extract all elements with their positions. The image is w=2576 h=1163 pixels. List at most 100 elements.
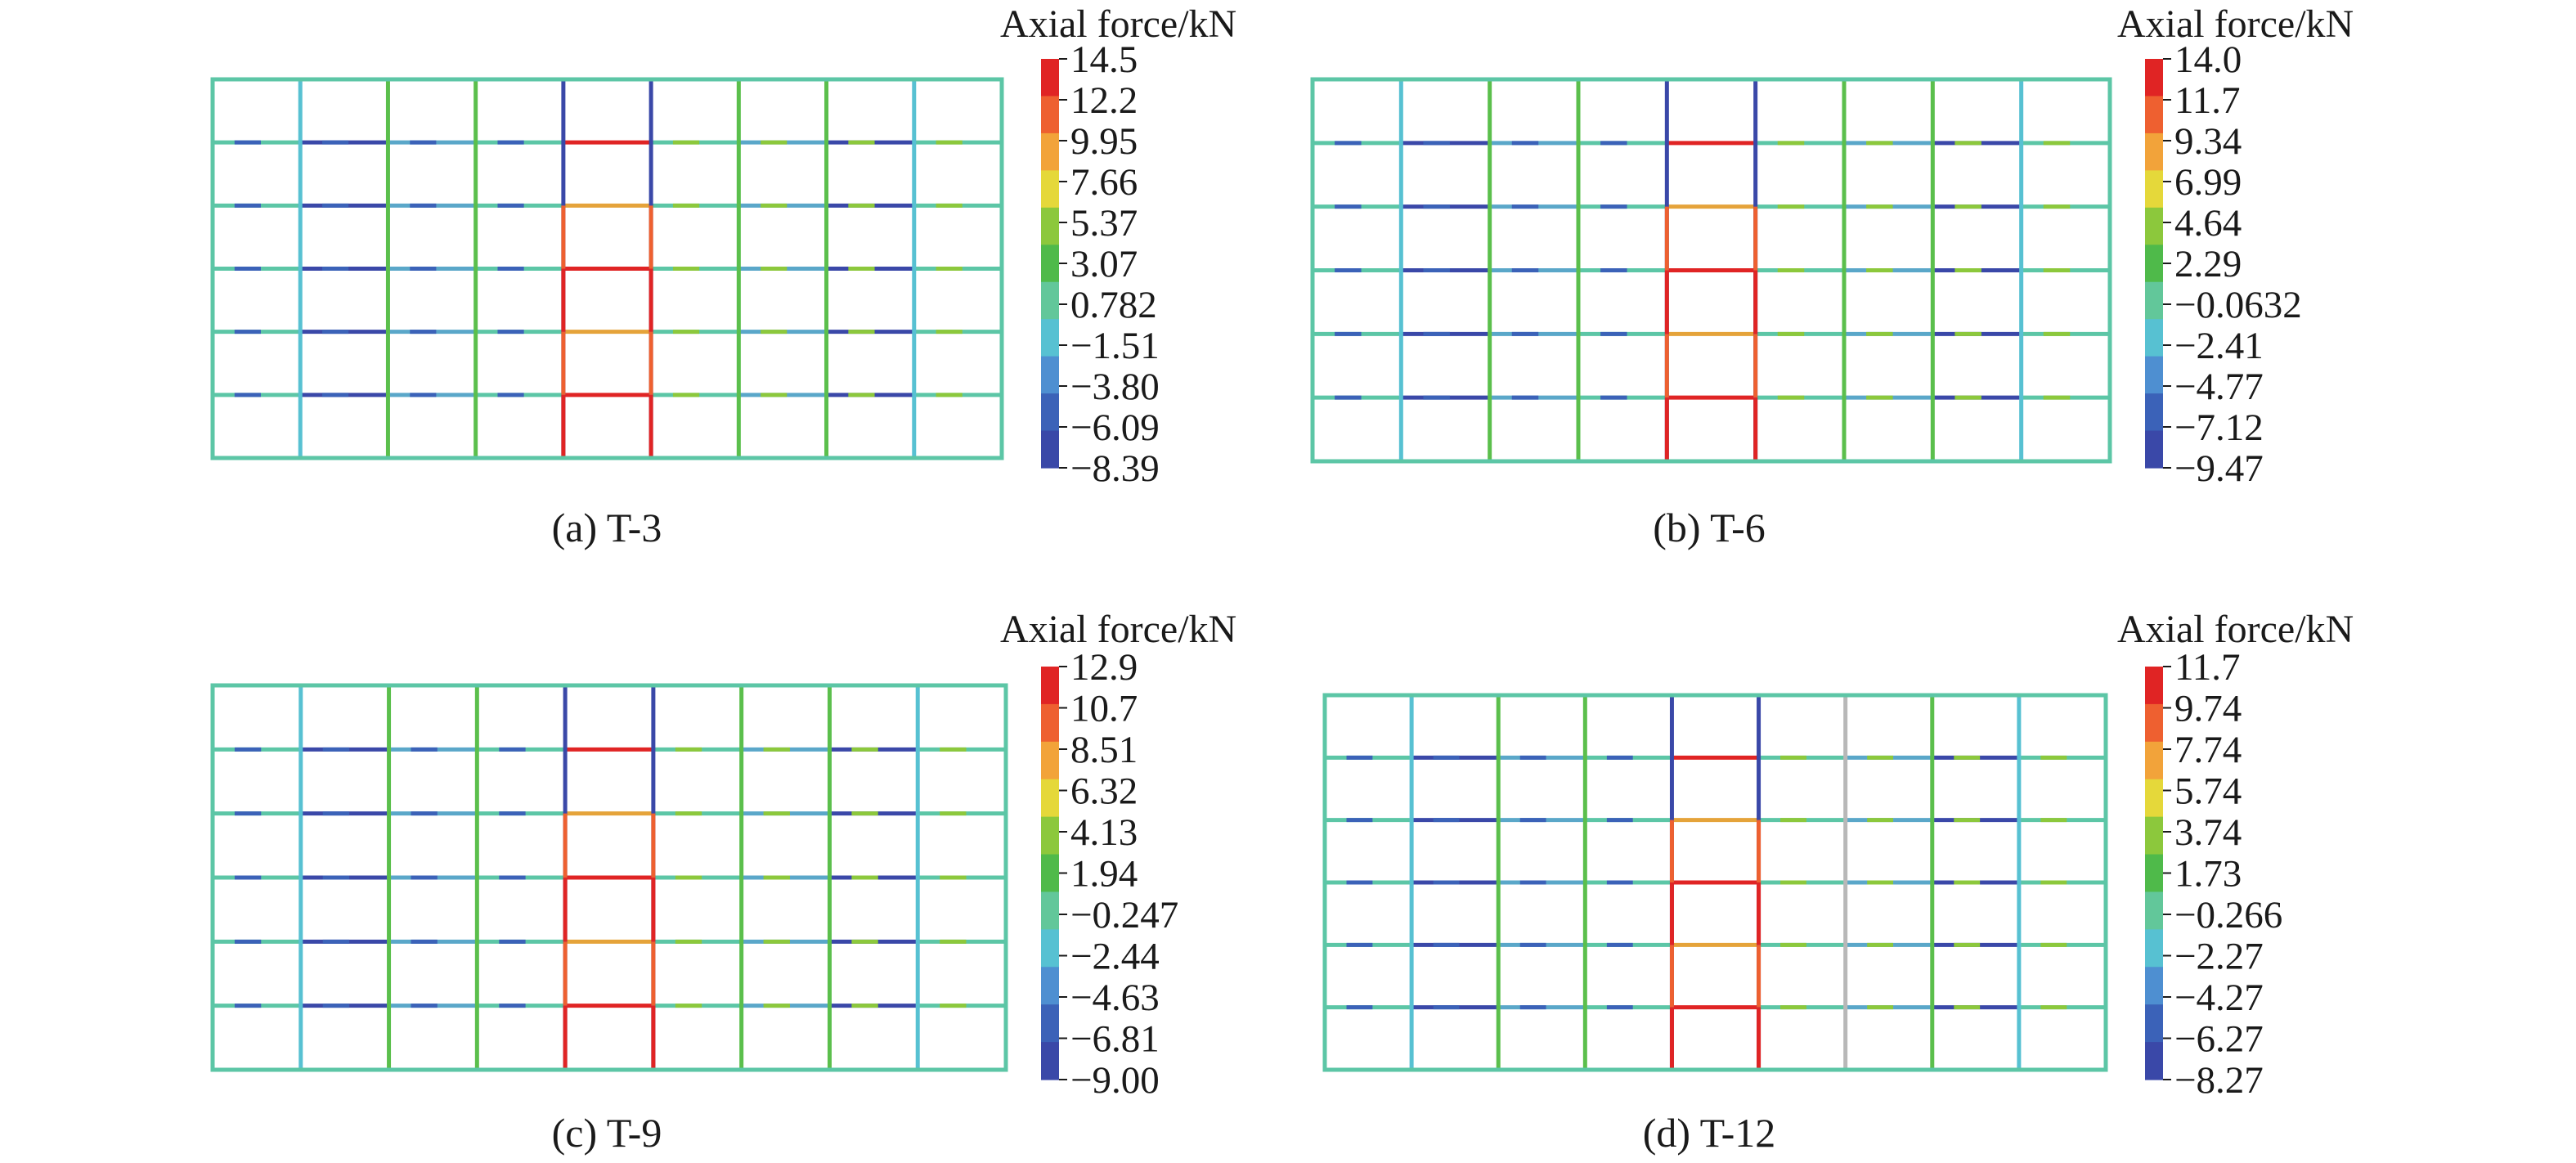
colorbar-tick-label: 9.74 <box>2174 688 2242 730</box>
colorbar-swatch <box>2145 1004 2163 1043</box>
colorbar-a: 14.512.29.957.665.373.070.782−1.51−3.80−… <box>1041 38 1160 490</box>
colorbar-title-d: Axial force/kN <box>2117 608 2354 651</box>
colorbar-tick-label: −2.27 <box>2174 936 2264 978</box>
colorbar-swatch <box>1041 207 1059 245</box>
panel-b: 14.011.79.346.994.642.29−0.0632−2.41−4.7… <box>1310 2 2354 550</box>
colorbar-tick-label: −4.27 <box>2174 977 2264 1019</box>
colorbar-tick-label: −8.39 <box>1070 447 1160 490</box>
colorbar-swatch <box>2145 281 2163 320</box>
colorbar-tick-label: −8.27 <box>2174 1059 2264 1102</box>
colorbar-tick-label: 5.74 <box>2174 770 2242 813</box>
colorbar-swatch <box>2145 245 2163 283</box>
colorbar-swatch <box>1041 170 1059 209</box>
colorbar-swatch <box>1041 741 1059 780</box>
colorbar-tick-label: −4.63 <box>1070 977 1160 1019</box>
colorbar-tick-label: 9.95 <box>1070 120 1138 163</box>
colorbar-swatch <box>2145 170 2163 209</box>
colorbar-tick-label: 7.66 <box>1070 161 1138 204</box>
colorbar-swatch <box>2145 430 2163 469</box>
colorbar-swatch <box>1041 891 1059 930</box>
colorbar-swatch <box>1041 319 1059 357</box>
colorbar-swatch <box>2145 891 2163 930</box>
grid-frame-a <box>210 77 1004 460</box>
colorbar-tick-label: 4.13 <box>1070 811 1138 854</box>
colorbar-tick-label: 10.7 <box>1070 688 1138 730</box>
colorbar-swatch <box>1041 1004 1059 1043</box>
colorbar-title-a: Axial force/kN <box>1000 2 1236 46</box>
colorbar-swatch <box>1041 59 1059 97</box>
colorbar-swatch <box>2145 356 2163 394</box>
panel-d: 11.79.747.745.743.741.73−0.266−2.27−4.27… <box>1322 608 2354 1156</box>
colorbar-tick-label: −4.77 <box>2174 366 2264 408</box>
colorbar-swatch <box>1041 816 1059 855</box>
frame-border <box>210 77 1004 460</box>
colorbar-tick-label: 9.34 <box>2174 120 2242 163</box>
colorbar-swatch <box>1041 967 1059 1005</box>
panel-c: 12.910.78.516.324.131.94−0.247−2.44−4.63… <box>210 608 1236 1156</box>
colorbar-tick-label: −7.12 <box>2174 406 2264 449</box>
colorbar-tick-label: 0.782 <box>1070 284 1157 326</box>
colorbar-swatch <box>1041 132 1059 171</box>
colorbar-tick-label: 14.0 <box>2174 38 2242 81</box>
colorbar-tick-label: 7.74 <box>2174 729 2242 771</box>
colorbar-tick-label: −2.41 <box>2174 325 2264 367</box>
colorbar-swatch <box>2145 816 2163 855</box>
colorbar-swatch <box>1041 281 1059 320</box>
colorbar-tick-label: −1.51 <box>1070 325 1160 367</box>
colorbar-swatch <box>1041 929 1059 968</box>
colorbar-swatch <box>2145 929 2163 968</box>
colorbar-tick-label: −6.09 <box>1070 406 1160 449</box>
colorbar-tick-label: 12.2 <box>1070 79 1138 122</box>
colorbar-swatch <box>2145 667 2163 705</box>
colorbar-swatch <box>1041 393 1059 432</box>
colorbar-swatch <box>1041 356 1059 394</box>
colorbar-tick-label: 11.7 <box>2174 79 2241 122</box>
grid-frame-d <box>1322 693 2108 1072</box>
colorbar-tick-label: 6.32 <box>1070 770 1138 813</box>
colorbar-swatch <box>2145 393 2163 432</box>
grid-frame-c <box>210 683 1008 1072</box>
colorbar-swatch <box>2145 854 2163 893</box>
colorbar-d: 11.79.747.745.743.741.73−0.266−2.27−4.27… <box>2145 646 2282 1102</box>
colorbar-c: 12.910.78.516.324.131.94−0.247−2.44−4.63… <box>1041 646 1178 1102</box>
colorbar-swatch <box>2145 703 2163 743</box>
colorbar-title-b: Axial force/kN <box>2117 2 2354 46</box>
colorbar-tick-label: 8.51 <box>1070 729 1138 771</box>
colorbar-swatch <box>2145 96 2163 134</box>
colorbar-swatch <box>1041 245 1059 283</box>
panel-label-d: (d) T-12 <box>1643 1110 1776 1156</box>
colorbar-swatch <box>1041 430 1059 469</box>
colorbar-tick-label: 3.07 <box>1070 243 1138 285</box>
frame-border <box>210 683 1008 1072</box>
colorbar-title-c: Axial force/kN <box>1000 608 1236 651</box>
panel-label-a: (a) T-3 <box>552 505 662 550</box>
colorbar-tick-label: 1.73 <box>2174 853 2242 896</box>
colorbar-tick-label: −0.266 <box>2174 894 2282 936</box>
colorbar-swatch <box>1041 854 1059 893</box>
colorbar-tick-label: 11.7 <box>2174 646 2241 689</box>
colorbar-tick-label: −2.44 <box>1070 936 1160 978</box>
colorbar-tick-label: −0.0632 <box>2174 284 2302 326</box>
colorbar-swatch <box>1041 1042 1059 1080</box>
colorbar-swatch <box>2145 1042 2163 1080</box>
colorbar-swatch <box>2145 779 2163 818</box>
colorbar-swatch <box>2145 319 2163 357</box>
panel-a: 14.512.29.957.665.373.070.782−1.51−3.80−… <box>210 2 1236 550</box>
colorbar-tick-label: 14.5 <box>1070 38 1138 81</box>
colorbar-swatch <box>1041 96 1059 134</box>
colorbar-swatch <box>2145 741 2163 780</box>
colorbar-tick-label: 12.9 <box>1070 646 1138 689</box>
colorbar-tick-label: 5.37 <box>1070 202 1138 245</box>
colorbar-b: 14.011.79.346.994.642.29−0.0632−2.41−4.7… <box>2145 38 2302 490</box>
colorbar-tick-label: −6.27 <box>2174 1018 2264 1061</box>
colorbar-tick-label: 6.99 <box>2174 161 2242 204</box>
colorbar-swatch <box>1041 703 1059 743</box>
colorbar-tick-label: 3.74 <box>2174 811 2242 854</box>
colorbar-swatch <box>2145 967 2163 1005</box>
frame-border <box>1322 693 2108 1072</box>
panel-label-b: (b) T-6 <box>1653 505 1766 550</box>
colorbar-tick-label: −9.00 <box>1070 1059 1160 1102</box>
colorbar-swatch <box>1041 667 1059 705</box>
colorbar-tick-label: −9.47 <box>2174 447 2264 490</box>
